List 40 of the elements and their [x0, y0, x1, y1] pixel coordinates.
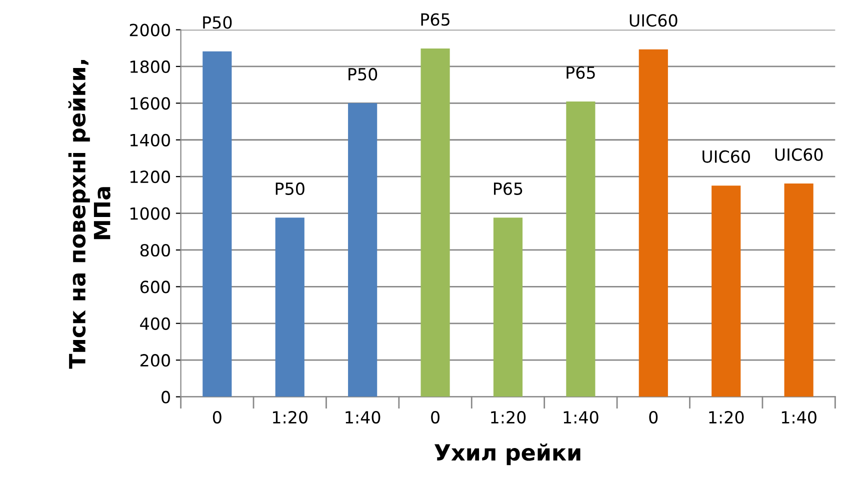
- bar: [784, 184, 814, 397]
- y-tick-label: 1600: [130, 97, 170, 110]
- bar: [420, 48, 450, 397]
- x-tick-label: 1:20: [272, 410, 308, 424]
- y-tick-label: 1000: [130, 207, 170, 220]
- bar: [202, 51, 232, 397]
- y-tick-label: 800: [140, 244, 170, 257]
- x-tick-label: 1:20: [491, 410, 526, 424]
- data-label: P50: [203, 16, 232, 29]
- x-tick-label: 0: [431, 410, 440, 424]
- data-label: UIC60: [702, 150, 750, 163]
- x-tick-label: 1:20: [709, 410, 744, 424]
- bar: [493, 218, 523, 397]
- bar: [712, 186, 741, 397]
- y-tick-label: 400: [140, 317, 170, 330]
- x-tick-label: 1:40: [346, 410, 380, 424]
- y-tick-label: 1800: [130, 60, 170, 74]
- y-axis-title: Тиск на поверхні рейки, МПа: [68, 60, 110, 369]
- y-tick-label: 600: [140, 280, 170, 294]
- bar: [348, 103, 378, 397]
- data-label: UIC60: [630, 14, 678, 27]
- x-tick-label: 1:40: [564, 410, 598, 424]
- data-label: P50: [276, 182, 304, 196]
- data-label: UIC60: [775, 148, 823, 161]
- x-tick-label: 1:40: [782, 410, 816, 424]
- y-tick-label: 200: [140, 354, 170, 367]
- y-tick-label: 0: [162, 390, 170, 404]
- x-tick-label: 0: [649, 410, 658, 424]
- bar: [275, 218, 304, 397]
- x-axis-title: Ухил рейки: [434, 443, 580, 466]
- y-tick-label: 2000: [130, 24, 170, 36]
- data-label: P50: [348, 68, 378, 80]
- bar: [566, 102, 596, 397]
- data-label: P65: [421, 13, 450, 26]
- bar: [638, 49, 668, 397]
- y-tick-label: 1200: [130, 170, 170, 184]
- data-label: P65: [566, 66, 595, 79]
- y-tick-label: 1400: [130, 134, 170, 146]
- x-tick-label: 0: [212, 410, 222, 424]
- data-label: P65: [494, 182, 522, 196]
